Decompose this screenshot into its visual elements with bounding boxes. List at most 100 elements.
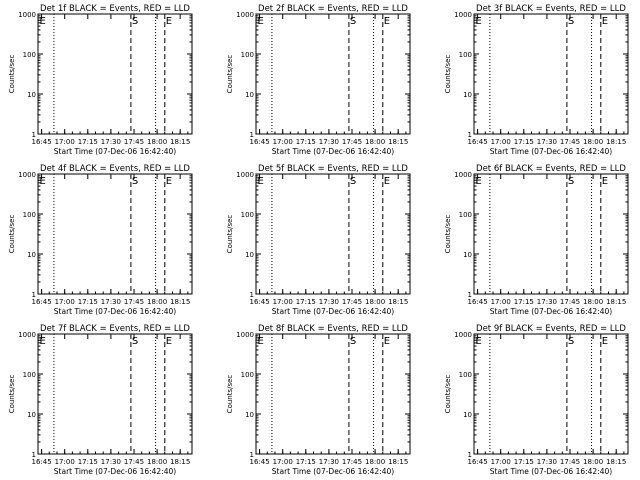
y-tick-label: 10 [463,91,472,99]
panel-det-1: Det 1f BLACK = Events, RED = LLD 1 10 100 10… [8,4,193,156]
y-tick-label: 10 [245,411,254,419]
marker-letter: E [258,16,264,27]
x-tick-label: 18:00 [583,298,603,306]
x-axis-label: Start Time (07-Dec-06 16:42:40) [54,147,176,156]
x-tick-label: 18:00 [147,138,167,146]
marker-letter: E [40,336,46,347]
marker-letter: E [476,176,482,187]
y-axis-label: Counts/sec [444,215,452,254]
x-axis-label: Start Time (07-Dec-06 16:42:40) [272,467,394,476]
marker-letter: E [476,336,482,347]
x-tick-label: 16:45 [467,458,487,466]
panel-det-3: Det 3f BLACK = Events, RED = LLD 1 10 100 10… [444,4,629,156]
y-tick-label: 1 [468,131,472,139]
y-tick-label: 1 [250,291,254,299]
plot-frame [473,333,629,455]
plot-frame [37,173,193,295]
panel-title: Det 6f BLACK = Events, RED = LLD [476,164,626,174]
x-tick-label: 17:15 [514,138,534,146]
marker-letter: S [350,16,356,27]
y-tick-label: 100 [459,371,472,379]
y-axis-label: Counts/sec [226,375,234,414]
y-tick-label: 100 [23,211,36,219]
x-tick-label: 16:45 [467,298,487,306]
y-tick-label: 1000 [454,331,472,339]
marker-letter: S [568,336,574,347]
plot-frame [473,13,629,135]
x-tick-label: 17:00 [273,458,293,466]
marker-letter: E [476,16,482,27]
x-tick-label: 18:00 [147,458,167,466]
x-tick-label: 18:00 [147,298,167,306]
panel-title: Det 3f BLACK = Events, RED = LLD [476,4,626,14]
y-tick-label: 10 [463,411,472,419]
marker-letter: S [568,16,574,27]
x-tick-label: 17:45 [560,298,580,306]
y-tick-label: 1000 [18,331,36,339]
y-tick-label: 100 [459,211,472,219]
panel-det-8: Det 8f BLACK = Events, RED = LLD 1 10 100 10… [226,324,411,476]
x-tick-label: 17:30 [101,458,121,466]
x-axis-label: Start Time (07-Dec-06 16:42:40) [490,147,612,156]
y-tick-label: 1000 [236,331,254,339]
x-tick-label: 16:45 [31,138,51,146]
plot-frame [255,333,411,455]
x-tick-label: 17:30 [319,138,339,146]
x-tick-label: 17:45 [124,458,144,466]
panel-det-2: Det 2f BLACK = Events, RED = LLD 1 10 100 10… [226,4,411,156]
marker-letter: E [40,16,46,27]
plot-frame [255,13,411,135]
x-axis-label: Start Time (07-Dec-06 16:42:40) [54,467,176,476]
x-tick-label: 16:45 [31,458,51,466]
marker-letter: E [602,16,608,27]
x-tick-label: 17:15 [78,458,98,466]
x-tick-label: 17:15 [514,298,534,306]
x-tick-label: 18:15 [606,138,626,146]
marker-letter: E [384,176,390,187]
panel-title: Det 9f BLACK = Events, RED = LLD [476,324,626,334]
panel-title: Det 1f BLACK = Events, RED = LLD [40,4,190,14]
x-tick-label: 17:15 [296,298,316,306]
y-tick-label: 1000 [236,11,254,19]
plot-frame [473,173,629,295]
x-tick-label: 17:15 [78,138,98,146]
x-tick-label: 16:45 [249,298,269,306]
x-tick-label: 17:45 [342,298,362,306]
panel-title: Det 5f BLACK = Events, RED = LLD [258,164,408,174]
x-tick-label: 18:15 [606,458,626,466]
x-tick-label: 17:45 [342,458,362,466]
y-tick-label: 10 [245,251,254,259]
x-tick-label: 17:00 [273,298,293,306]
marker-letter: E [258,336,264,347]
x-tick-label: 17:45 [560,458,580,466]
x-tick-label: 18:15 [606,298,626,306]
marker-letter: E [166,336,172,347]
y-tick-label: 1 [250,131,254,139]
x-tick-label: 17:45 [124,138,144,146]
x-tick-label: 17:45 [560,138,580,146]
x-tick-label: 17:15 [296,458,316,466]
marker-letter: S [350,176,356,187]
y-tick-label: 1 [250,451,254,459]
marker-letter: E [166,16,172,27]
plot-frame [255,173,411,295]
x-tick-label: 17:30 [101,138,121,146]
x-tick-label: 17:15 [514,458,534,466]
marker-letter: S [132,336,138,347]
y-tick-label: 100 [241,211,254,219]
panel-title: Det 7f BLACK = Events, RED = LLD [40,324,190,334]
y-axis-label: Counts/sec [8,215,16,254]
y-tick-label: 100 [23,371,36,379]
marker-letter: E [384,336,390,347]
x-tick-label: 16:45 [249,458,269,466]
x-tick-label: 18:15 [170,298,190,306]
x-tick-label: 16:45 [467,138,487,146]
x-axis-label: Start Time (07-Dec-06 16:42:40) [54,307,176,316]
y-tick-label: 1 [32,291,36,299]
plot-frame [37,13,193,135]
panel-title: Det 8f BLACK = Events, RED = LLD [258,324,408,334]
x-tick-label: 17:00 [55,458,75,466]
x-tick-label: 18:00 [365,298,385,306]
y-tick-label: 100 [241,51,254,59]
